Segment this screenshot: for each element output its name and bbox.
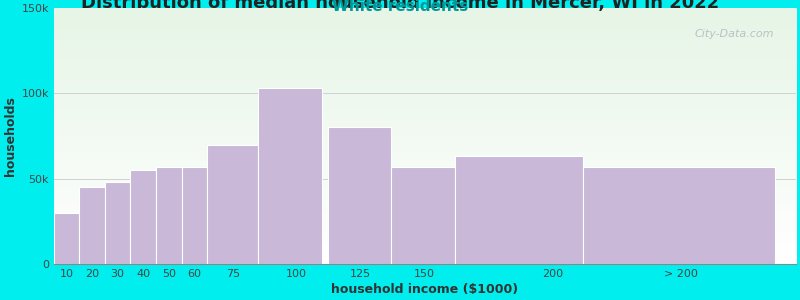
Bar	[583, 167, 775, 264]
Bar	[455, 156, 583, 264]
Bar	[391, 167, 455, 264]
Bar	[258, 88, 322, 264]
Bar	[105, 182, 130, 264]
Text: White residents: White residents	[332, 0, 468, 14]
Y-axis label: households: households	[4, 96, 17, 176]
Bar	[182, 167, 207, 264]
Text: Distribution of median household income in Mercer, WI in 2022: Distribution of median household income …	[81, 0, 719, 12]
Bar	[130, 170, 156, 264]
Bar	[79, 187, 105, 264]
Bar	[207, 145, 258, 264]
Bar	[327, 128, 391, 264]
Bar	[156, 167, 182, 264]
Text: City-Data.com: City-Data.com	[694, 28, 774, 39]
X-axis label: household income ($1000): household income ($1000)	[331, 283, 518, 296]
Bar	[54, 213, 79, 264]
